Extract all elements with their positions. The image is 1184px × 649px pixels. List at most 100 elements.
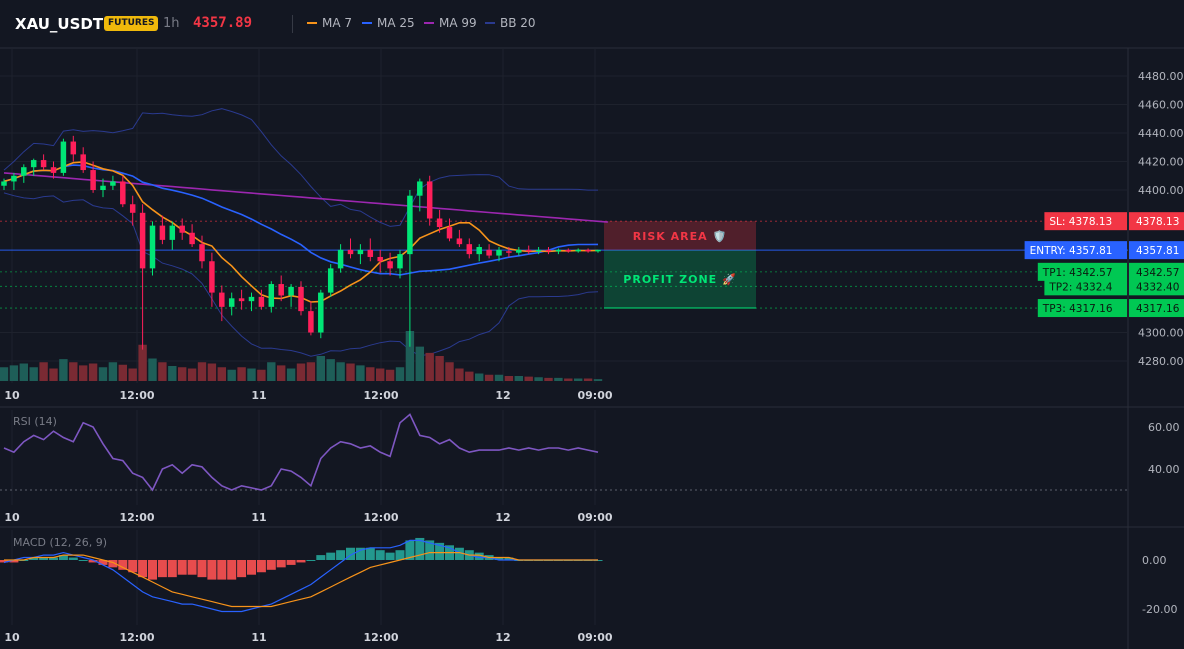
level-price-tag-bg	[1129, 212, 1184, 231]
time-tick-label: 11	[251, 631, 266, 644]
rsi-pane[interactable]: RSI (14)	[0, 413, 1128, 492]
candle-body	[189, 232, 195, 245]
level-tag-label: SL: 4378.13	[1049, 216, 1112, 228]
candle-body	[298, 286, 304, 312]
candle-body	[595, 249, 601, 252]
macd-histogram-bar	[118, 560, 128, 570]
candle-body	[327, 268, 334, 293]
volume-bar	[69, 362, 78, 381]
candle-body	[11, 175, 17, 182]
macd-histogram-bar	[425, 540, 435, 560]
candle-body	[199, 244, 205, 262]
time-tick-label: 12:00	[119, 389, 154, 402]
level-tag-bg	[1037, 262, 1127, 281]
header-divider	[292, 15, 293, 33]
time-tick-label: 12	[495, 631, 510, 644]
macd-histogram-bar	[296, 560, 306, 563]
candle-body	[278, 284, 284, 296]
macd-histogram-bar	[306, 560, 316, 561]
volume-bar	[197, 362, 207, 381]
price-tick-label: 4480.00	[1138, 70, 1184, 83]
level-price-tag-bg	[1129, 262, 1184, 281]
time-tick-label: 12:00	[363, 631, 398, 644]
macd-histogram-bar	[217, 560, 227, 580]
ma99-line	[3, 172, 608, 223]
macd-histogram-bar	[286, 560, 296, 565]
level-price-tag-value: 4342.57	[1136, 267, 1179, 279]
volume-bar	[405, 331, 415, 381]
macd-histogram-bar	[405, 540, 415, 560]
macd-histogram-bar	[247, 560, 256, 575]
time-tick-label: 10	[4, 389, 20, 402]
legend-swatch-bb20	[485, 22, 495, 24]
candle-body	[486, 249, 492, 256]
macd-histogram-bar	[49, 557, 58, 560]
candle-body	[40, 160, 47, 168]
price-tick-label: 4400.00	[1138, 184, 1184, 197]
volume-bar	[118, 364, 127, 381]
macd-histogram-bar	[29, 557, 39, 560]
candle-body	[1, 181, 7, 186]
axes: 4480.00 4460.00 4440.00 4420.00 4400.00 4300.…	[4, 70, 1184, 644]
candle-body	[219, 292, 225, 307]
macd-histogram-bar	[326, 552, 336, 560]
candle-body	[209, 261, 215, 293]
volume-bar	[564, 378, 573, 381]
price-tick-label: 4280.00	[1138, 355, 1184, 368]
timeframe-label[interactable]: 1h	[163, 16, 180, 31]
macd-pane[interactable]: MACD (12, 26, 9)	[0, 536, 603, 613]
legend-ma99[interactable]: MA 99	[424, 16, 477, 30]
level-tag-bg	[1044, 277, 1127, 296]
level-tag-bg	[1037, 299, 1127, 318]
volume-bar	[158, 362, 167, 381]
candle-body	[417, 181, 423, 196]
volume-bar	[544, 377, 553, 381]
volume-bar	[257, 369, 266, 381]
macd-histogram-bar	[415, 537, 425, 560]
candle-body	[288, 286, 294, 296]
candle-body	[545, 249, 552, 252]
candle-body	[318, 292, 324, 333]
candle-body	[565, 249, 572, 252]
legend-label-ma7: MA 7	[322, 16, 353, 30]
legend-label-ma99: MA 99	[439, 16, 477, 30]
volume-bar	[356, 365, 365, 381]
rsi-tick-label: 60.00	[1148, 421, 1180, 434]
legend-ma7[interactable]: MA 7	[307, 16, 352, 30]
risk-area-zone	[604, 221, 756, 251]
volume-bar	[316, 356, 325, 381]
volume-bar	[217, 367, 226, 381]
volume-bar	[593, 379, 603, 381]
macd-histogram-bar	[39, 557, 49, 560]
price-tick-label: 4460.00	[1138, 99, 1184, 112]
volume-bar	[336, 362, 345, 381]
volume-bar	[29, 367, 38, 381]
volume-bar	[9, 365, 19, 381]
macd-histogram-bar	[504, 557, 514, 560]
macd-histogram-bar	[385, 552, 395, 560]
symbol-name[interactable]: XAU_USDT	[15, 15, 104, 33]
profit-zone	[604, 250, 756, 309]
volume-bar	[583, 378, 593, 381]
legend-ma25[interactable]: MA 25	[362, 16, 415, 30]
candle-body	[397, 254, 403, 269]
candle-body	[575, 249, 581, 252]
volume-bar	[445, 362, 454, 381]
macd-histogram-bar	[88, 560, 98, 563]
legend-bb20[interactable]: BB 20	[485, 16, 536, 30]
volume-bar	[455, 368, 464, 381]
volume-bar	[465, 371, 474, 381]
risk-area-label: RISK AREA 🛡️	[633, 230, 727, 243]
time-tick-label: 10	[4, 631, 20, 644]
time-tick-label: 09:00	[577, 631, 612, 644]
last-price: 4357.89	[193, 15, 253, 31]
volume-bar	[168, 366, 177, 381]
level-tag-bg	[1044, 212, 1127, 231]
price-pane[interactable]: RISK AREA 🛡️ PROFIT ZONE 🚀	[0, 108, 1128, 381]
candle-body	[496, 249, 502, 256]
profit-zone-label: PROFIT ZONE 🚀	[623, 273, 736, 286]
macd-histogram-bar	[454, 547, 464, 560]
time-tick-label: 12:00	[119, 511, 154, 524]
candle-body	[149, 225, 156, 269]
